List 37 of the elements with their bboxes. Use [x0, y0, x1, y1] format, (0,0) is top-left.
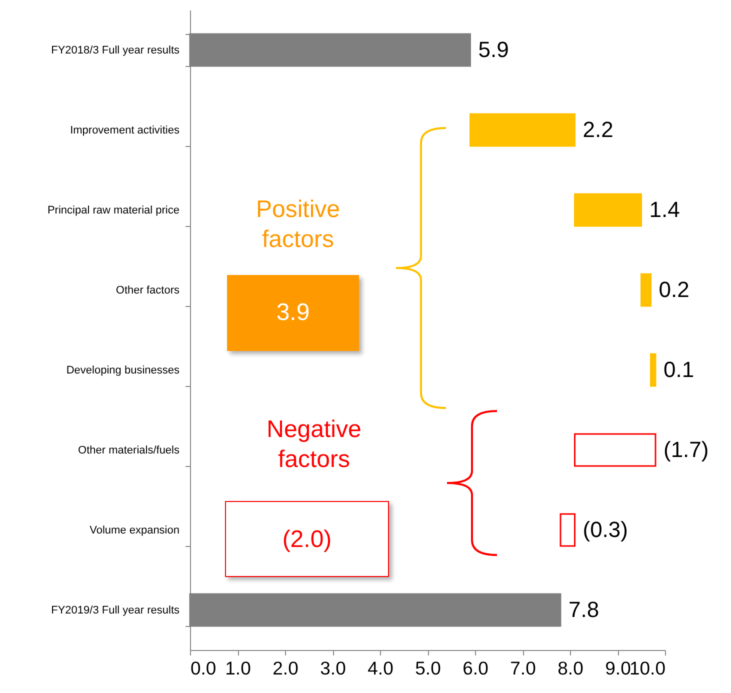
data-label: 5.9 [478, 37, 509, 62]
bar [640, 273, 652, 307]
x-tick-label: 0.0 [190, 658, 216, 678]
data-label: 2.2 [582, 117, 614, 142]
x-tick-label: 8.0 [558, 658, 584, 678]
callout-box: (2.0) [225, 501, 389, 577]
y-tick-label: Volume expansion [90, 524, 180, 536]
x-tick-label: 7.0 [510, 658, 536, 678]
annotation: Negative factors [266, 415, 362, 475]
y-tick-label: Other factors [116, 284, 180, 296]
x-tick-label: 10.0 [629, 658, 666, 678]
data-label: 7.8 [568, 597, 600, 622]
x-tick-label: 9.0 [605, 658, 631, 678]
y-tick-label: Other materials/fuels [78, 444, 180, 456]
bar [574, 193, 642, 227]
bar [470, 113, 576, 147]
x-tick-label: 2.0 [272, 658, 298, 678]
callout-box: 3.9 [227, 275, 359, 351]
y-tick-label: Developing businesses [66, 364, 180, 376]
data-label: (1.7) [664, 437, 709, 462]
annotation: Positive factors [254, 195, 342, 255]
y-tick-label: Principal raw material price [47, 204, 180, 216]
data-label: 0.1 [664, 357, 694, 382]
data-label: (0.3) [582, 517, 628, 542]
bar [650, 353, 656, 387]
x-tick-label: 1.0 [225, 658, 251, 678]
x-tick-label: 3.0 [320, 658, 346, 678]
data-label: 0.2 [658, 277, 690, 302]
y-tick-label: FY2019/3 Full year results [51, 604, 180, 616]
x-tick-label: 6.0 [462, 658, 488, 678]
x-tick-label: 5.0 [415, 658, 441, 678]
bar [574, 433, 656, 467]
bar [560, 513, 576, 547]
y-tick-label: FY2018/3 Full year results [51, 44, 180, 56]
y-tick-label: Improvement activities [70, 124, 180, 136]
x-tick-label: 4.0 [368, 658, 394, 678]
data-label: 1.4 [649, 197, 680, 222]
